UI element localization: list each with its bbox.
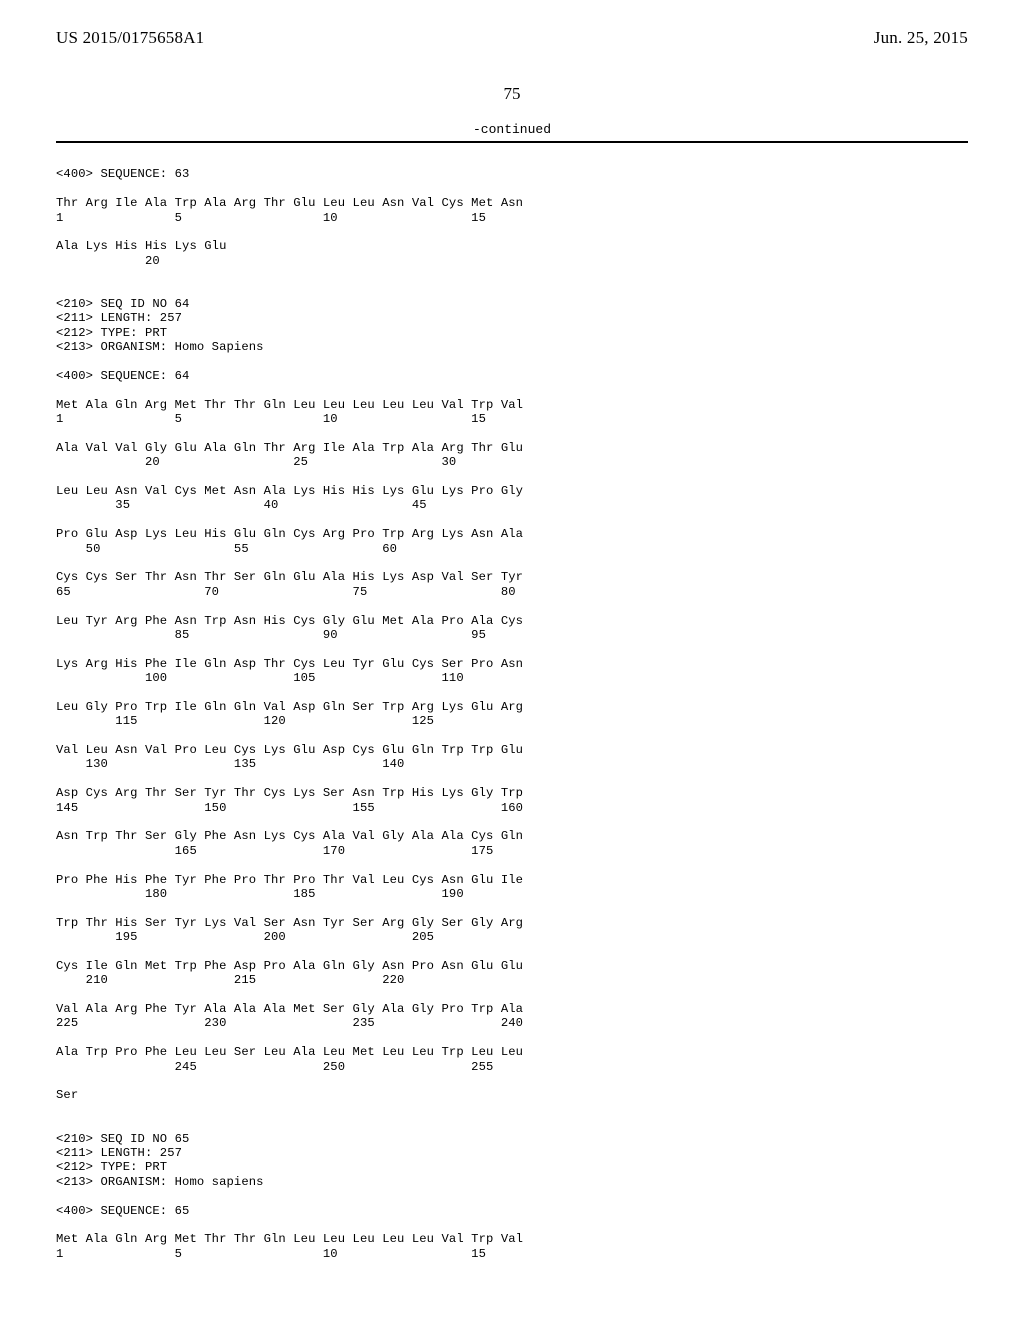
seq64-line: Lys Arg His Phe Ile Gln Asp Thr Cys Leu …	[56, 657, 523, 671]
continued-label: -continued	[56, 122, 968, 137]
seq64-num: 100 105 110	[56, 671, 464, 685]
page-number: 75	[56, 84, 968, 104]
seq64-num: 115 120 125	[56, 714, 434, 728]
sequence-listing: <400> SEQUENCE: 63 Thr Arg Ile Ala Trp A…	[56, 153, 968, 1261]
seq64-num: 165 170 175	[56, 844, 493, 858]
seq64-num: 50 55 60	[56, 542, 397, 556]
seq64-line: Leu Tyr Arg Phe Asn Trp Asn His Cys Gly …	[56, 614, 523, 628]
seq64-line: Pro Phe His Phe Tyr Phe Pro Thr Pro Thr …	[56, 873, 523, 887]
seq64-header: <400> SEQUENCE: 64	[56, 369, 189, 383]
patent-number: US 2015/0175658A1	[56, 28, 204, 48]
seq64-num: 245 250 255	[56, 1060, 493, 1074]
seq64-line: Ala Val Val Gly Glu Ala Gln Thr Arg Ile …	[56, 441, 523, 455]
page-container: US 2015/0175658A1 Jun. 25, 2015 75 -cont…	[0, 0, 1024, 1301]
seq64-meta: <212> TYPE: PRT	[56, 326, 167, 340]
seq65-line: Met Ala Gln Arg Met Thr Thr Gln Leu Leu …	[56, 1232, 523, 1246]
seq64-line: Ser	[56, 1088, 78, 1102]
seq64-num: 35 40 45	[56, 498, 427, 512]
seq64-num: 210 215 220	[56, 973, 404, 987]
seq63-num: 20	[56, 254, 160, 268]
page-header: US 2015/0175658A1 Jun. 25, 2015	[56, 28, 968, 48]
seq64-line: Trp Thr His Ser Tyr Lys Val Ser Asn Tyr …	[56, 916, 523, 930]
seq64-line: Ala Trp Pro Phe Leu Leu Ser Leu Ala Leu …	[56, 1045, 523, 1059]
seq63-num: 1 5 10 15	[56, 211, 486, 225]
seq64-line: Asn Trp Thr Ser Gly Phe Asn Lys Cys Ala …	[56, 829, 523, 843]
seq64-line: Pro Glu Asp Lys Leu His Glu Gln Cys Arg …	[56, 527, 523, 541]
seq65-header: <400> SEQUENCE: 65	[56, 1204, 189, 1218]
seq64-line: Leu Gly Pro Trp Ile Gln Gln Val Asp Gln …	[56, 700, 523, 714]
seq64-line: Asp Cys Arg Thr Ser Tyr Thr Cys Lys Ser …	[56, 786, 523, 800]
seq65-meta: <211> LENGTH: 257	[56, 1146, 182, 1160]
seq63-line: Thr Arg Ile Ala Trp Ala Arg Thr Glu Leu …	[56, 196, 523, 210]
seq65-meta: <213> ORGANISM: Homo sapiens	[56, 1175, 264, 1189]
seq64-line: Cys Ile Gln Met Trp Phe Asp Pro Ala Gln …	[56, 959, 523, 973]
seq64-num: 85 90 95	[56, 628, 486, 642]
seq64-num: 195 200 205	[56, 930, 434, 944]
seq64-line: Val Leu Asn Val Pro Leu Cys Lys Glu Asp …	[56, 743, 523, 757]
seq64-num: 20 25 30	[56, 455, 456, 469]
seq64-line: Val Ala Arg Phe Tyr Ala Ala Ala Met Ser …	[56, 1002, 523, 1016]
seq64-line: Cys Cys Ser Thr Asn Thr Ser Gln Glu Ala …	[56, 570, 523, 584]
seq64-num: 180 185 190	[56, 887, 464, 901]
seq64-num: 225 230 235 240	[56, 1016, 523, 1030]
seq63-header: <400> SEQUENCE: 63	[56, 167, 189, 181]
seq64-num: 130 135 140	[56, 757, 404, 771]
seq64-meta: <213> ORGANISM: Homo Sapiens	[56, 340, 264, 354]
seq64-meta: <210> SEQ ID NO 64	[56, 297, 189, 311]
seq64-num: 145 150 155 160	[56, 801, 523, 815]
seq64-meta: <211> LENGTH: 257	[56, 311, 182, 325]
seq64-num: 65 70 75 80	[56, 585, 516, 599]
seq65-num: 1 5 10 15	[56, 1247, 486, 1261]
seq65-meta: <210> SEQ ID NO 65	[56, 1132, 189, 1146]
seq63-line: Ala Lys His His Lys Glu	[56, 239, 227, 253]
seq64-num: 1 5 10 15	[56, 412, 486, 426]
section-divider	[56, 141, 968, 143]
seq65-meta: <212> TYPE: PRT	[56, 1160, 167, 1174]
publication-date: Jun. 25, 2015	[874, 28, 968, 48]
seq64-line: Met Ala Gln Arg Met Thr Thr Gln Leu Leu …	[56, 398, 523, 412]
seq64-line: Leu Leu Asn Val Cys Met Asn Ala Lys His …	[56, 484, 523, 498]
